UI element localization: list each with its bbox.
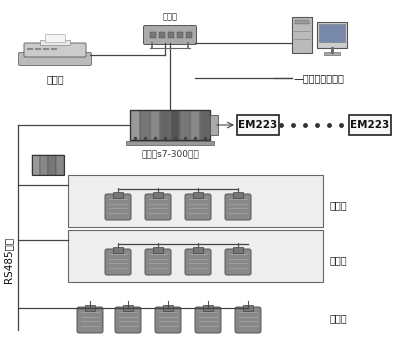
Bar [48,155,56,175]
Bar [291,17,311,53]
Bar [202,305,212,311]
Bar [192,247,202,253]
Bar [150,32,156,38]
Bar [32,155,64,175]
FancyBboxPatch shape [77,307,103,333]
Bar [113,192,123,198]
FancyBboxPatch shape [195,307,221,333]
Bar [130,110,209,140]
Text: 传感器: 传感器 [329,200,347,210]
FancyBboxPatch shape [185,249,211,275]
Bar [348,115,390,135]
FancyBboxPatch shape [105,194,131,220]
FancyBboxPatch shape [154,307,180,333]
Bar [159,32,165,38]
Bar [163,305,173,311]
Bar [318,24,344,42]
Bar [159,110,169,140]
Text: 打印机: 打印机 [46,74,64,84]
FancyBboxPatch shape [105,249,131,275]
Bar [236,115,278,135]
FancyBboxPatch shape [19,52,91,66]
FancyBboxPatch shape [115,307,141,333]
FancyBboxPatch shape [24,43,86,57]
Bar [113,247,123,253]
Bar [185,32,192,38]
Bar [153,192,163,198]
Bar [316,22,346,48]
Text: EM223: EM223 [238,120,277,130]
Bar [233,192,242,198]
Bar [199,110,209,140]
Bar [168,32,173,38]
FancyBboxPatch shape [143,25,196,45]
Bar [126,141,214,145]
Bar [150,110,159,140]
FancyBboxPatch shape [235,307,260,333]
Bar [209,115,218,135]
FancyBboxPatch shape [145,194,171,220]
Bar [190,110,199,140]
FancyBboxPatch shape [224,194,250,220]
Bar [170,110,179,140]
FancyBboxPatch shape [145,249,171,275]
Text: 传感器: 传感器 [329,313,347,323]
Bar [68,230,322,282]
Bar [32,155,40,175]
Bar [323,52,339,55]
Bar [40,155,47,175]
Bar [192,192,202,198]
Bar [180,110,189,140]
Bar [153,247,163,253]
Text: —船舶内部局域网: —船舶内部局域网 [293,73,344,83]
Text: EM223: EM223 [349,120,389,130]
Bar [130,110,139,140]
Bar [294,20,308,24]
FancyBboxPatch shape [185,194,211,220]
Text: RS485总线: RS485总线 [3,237,13,283]
Bar [242,305,252,311]
Bar [68,175,322,227]
Bar [56,155,64,175]
Text: 上位机: 上位机 [162,12,177,21]
Text: 传感器: 传感器 [329,255,347,265]
Bar [40,40,70,45]
Bar [45,34,65,42]
Bar [140,110,149,140]
Bar [177,32,183,38]
FancyBboxPatch shape [224,249,250,275]
Bar [123,305,133,311]
Bar [85,305,95,311]
Bar [233,247,242,253]
Text: 西门子s7-300系列: 西门子s7-300系列 [141,149,198,158]
